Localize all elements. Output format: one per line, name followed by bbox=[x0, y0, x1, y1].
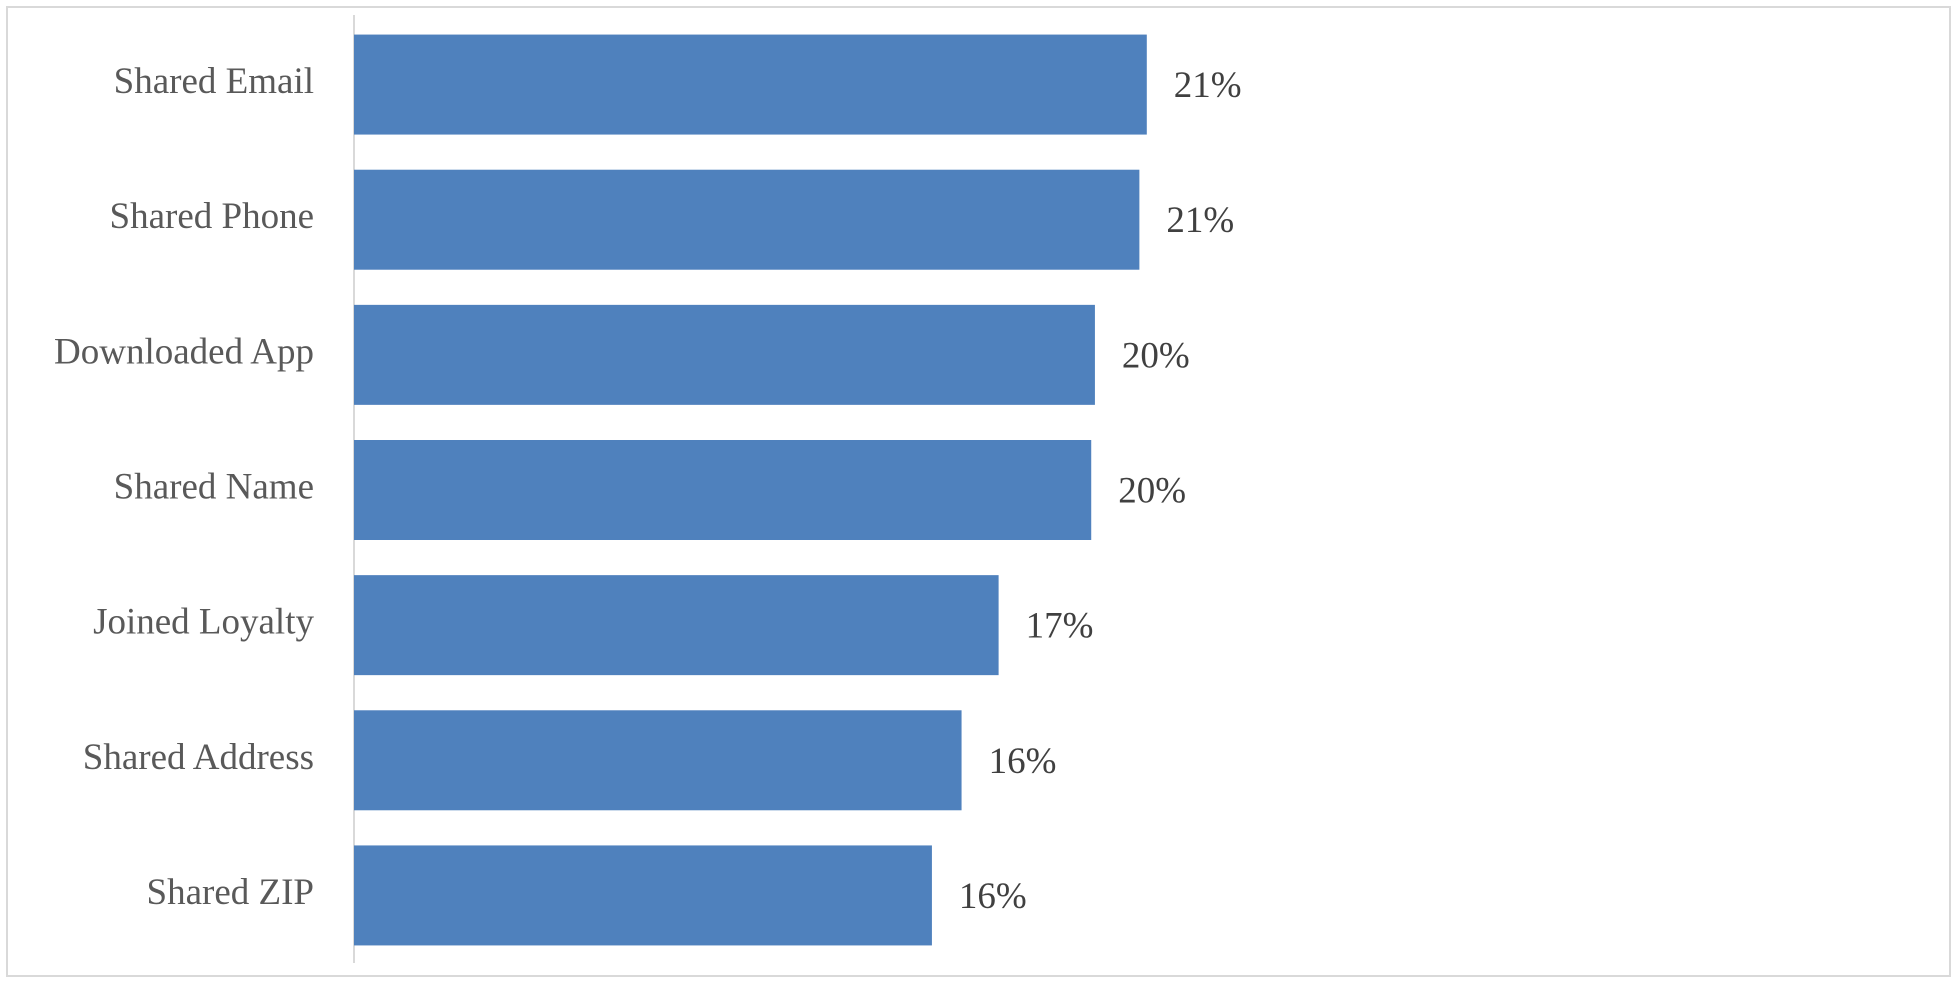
category-label: Shared Name bbox=[114, 466, 314, 507]
bar bbox=[354, 575, 999, 676]
category-label: Joined Loyalty bbox=[93, 602, 314, 643]
category-label: Shared Phone bbox=[110, 196, 315, 237]
bar bbox=[354, 710, 962, 811]
data-label: 16% bbox=[959, 876, 1027, 917]
data-label: 20% bbox=[1118, 470, 1186, 511]
category-label: Shared Address bbox=[83, 737, 314, 778]
bar bbox=[354, 34, 1147, 135]
data-label: 21% bbox=[1174, 65, 1242, 106]
bar bbox=[354, 440, 1092, 540]
category-label: Downloaded App bbox=[54, 331, 314, 372]
data-label: 21% bbox=[1166, 200, 1234, 241]
data-label: 16% bbox=[989, 741, 1057, 782]
data-label: 20% bbox=[1122, 335, 1190, 376]
category-label: Shared ZIP bbox=[147, 872, 315, 913]
data-label: 17% bbox=[1026, 606, 1094, 647]
bar bbox=[354, 169, 1140, 270]
bar bbox=[354, 845, 932, 946]
category-label: Shared Email bbox=[114, 61, 314, 102]
bar bbox=[354, 304, 1095, 405]
